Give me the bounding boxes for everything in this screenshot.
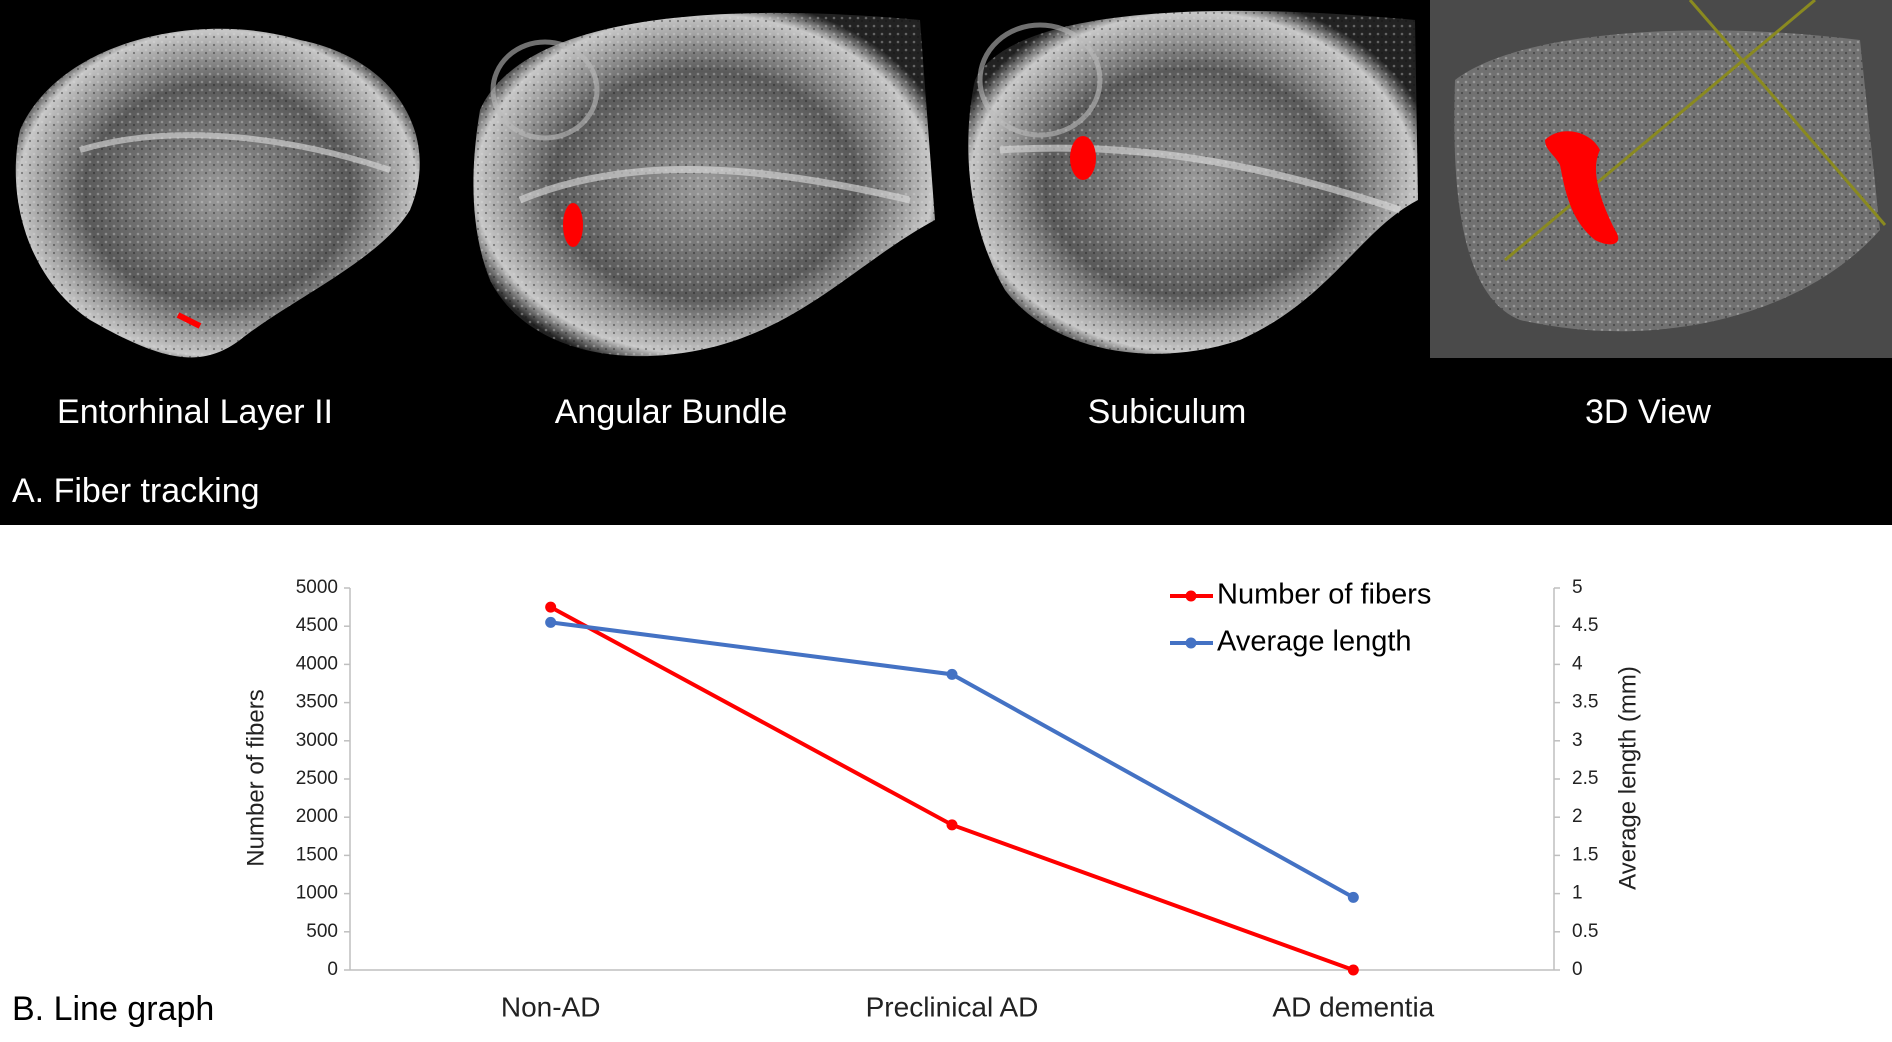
- y2-tick-label: 2: [1572, 806, 1583, 827]
- image-caption: Angular Bundle: [555, 393, 788, 431]
- y-tick-label: 4000: [296, 653, 338, 674]
- point: [1347, 891, 1359, 903]
- image-caption: 3D View: [1585, 393, 1711, 431]
- y2-tick-label: 3.5: [1572, 692, 1598, 713]
- 3d-view: [1430, 0, 1892, 358]
- point: [946, 819, 958, 831]
- y2-tick-label: 5: [1572, 577, 1583, 598]
- legend-swatch: [1185, 637, 1197, 649]
- y2-tick-label: 2.5: [1572, 768, 1598, 789]
- y-tick-label: 1500: [296, 844, 338, 865]
- y2-axis-title: Average length (mm): [1614, 666, 1641, 890]
- image-caption: Subiculum: [1088, 393, 1247, 431]
- y-axis-title: Number of fibers: [242, 689, 269, 866]
- panel-title: A. Fiber tracking: [12, 472, 260, 510]
- y2-tick-label: 0: [1572, 959, 1583, 980]
- point: [545, 616, 557, 628]
- legend-swatch: [1185, 590, 1197, 602]
- x-tick-label: Preclinical AD: [866, 991, 1039, 1022]
- point: [1347, 964, 1359, 976]
- y2-tick-label: 4.5: [1572, 615, 1598, 636]
- legend-label: Average length: [1217, 626, 1412, 658]
- y-tick-label: 0: [327, 959, 338, 980]
- y2-tick-label: 3: [1572, 730, 1583, 751]
- y2-tick-label: 1.5: [1572, 844, 1598, 865]
- mri-slice: [473, 12, 935, 357]
- series-line: [549, 605, 1355, 972]
- series-line: [550, 620, 1355, 900]
- y-tick-label: 500: [306, 921, 338, 942]
- x-tick-label: Non-AD: [501, 991, 601, 1022]
- y-tick-label: 5000: [296, 577, 338, 598]
- mri-slice: [968, 10, 1418, 354]
- y-tick-label: 4500: [296, 615, 338, 636]
- panel-title: B. Line graph: [12, 990, 214, 1028]
- point: [545, 601, 557, 613]
- point: [946, 668, 958, 680]
- x-tick-label: AD dementia: [1272, 991, 1434, 1022]
- mri-slice: [15, 28, 420, 358]
- y2-tick-label: 1: [1572, 883, 1583, 904]
- y-tick-label: 3000: [296, 730, 338, 751]
- legend-label: Number of fibers: [1217, 579, 1431, 611]
- y2-tick-label: 4: [1572, 653, 1583, 674]
- y-tick-label: 2500: [296, 768, 338, 789]
- y-tick-label: 1000: [296, 883, 338, 904]
- y-tick-label: 3500: [296, 692, 338, 713]
- y2-tick-label: 0.5: [1572, 921, 1598, 942]
- y-tick-label: 2000: [296, 806, 338, 827]
- image-caption: Entorhinal Layer II: [57, 393, 333, 431]
